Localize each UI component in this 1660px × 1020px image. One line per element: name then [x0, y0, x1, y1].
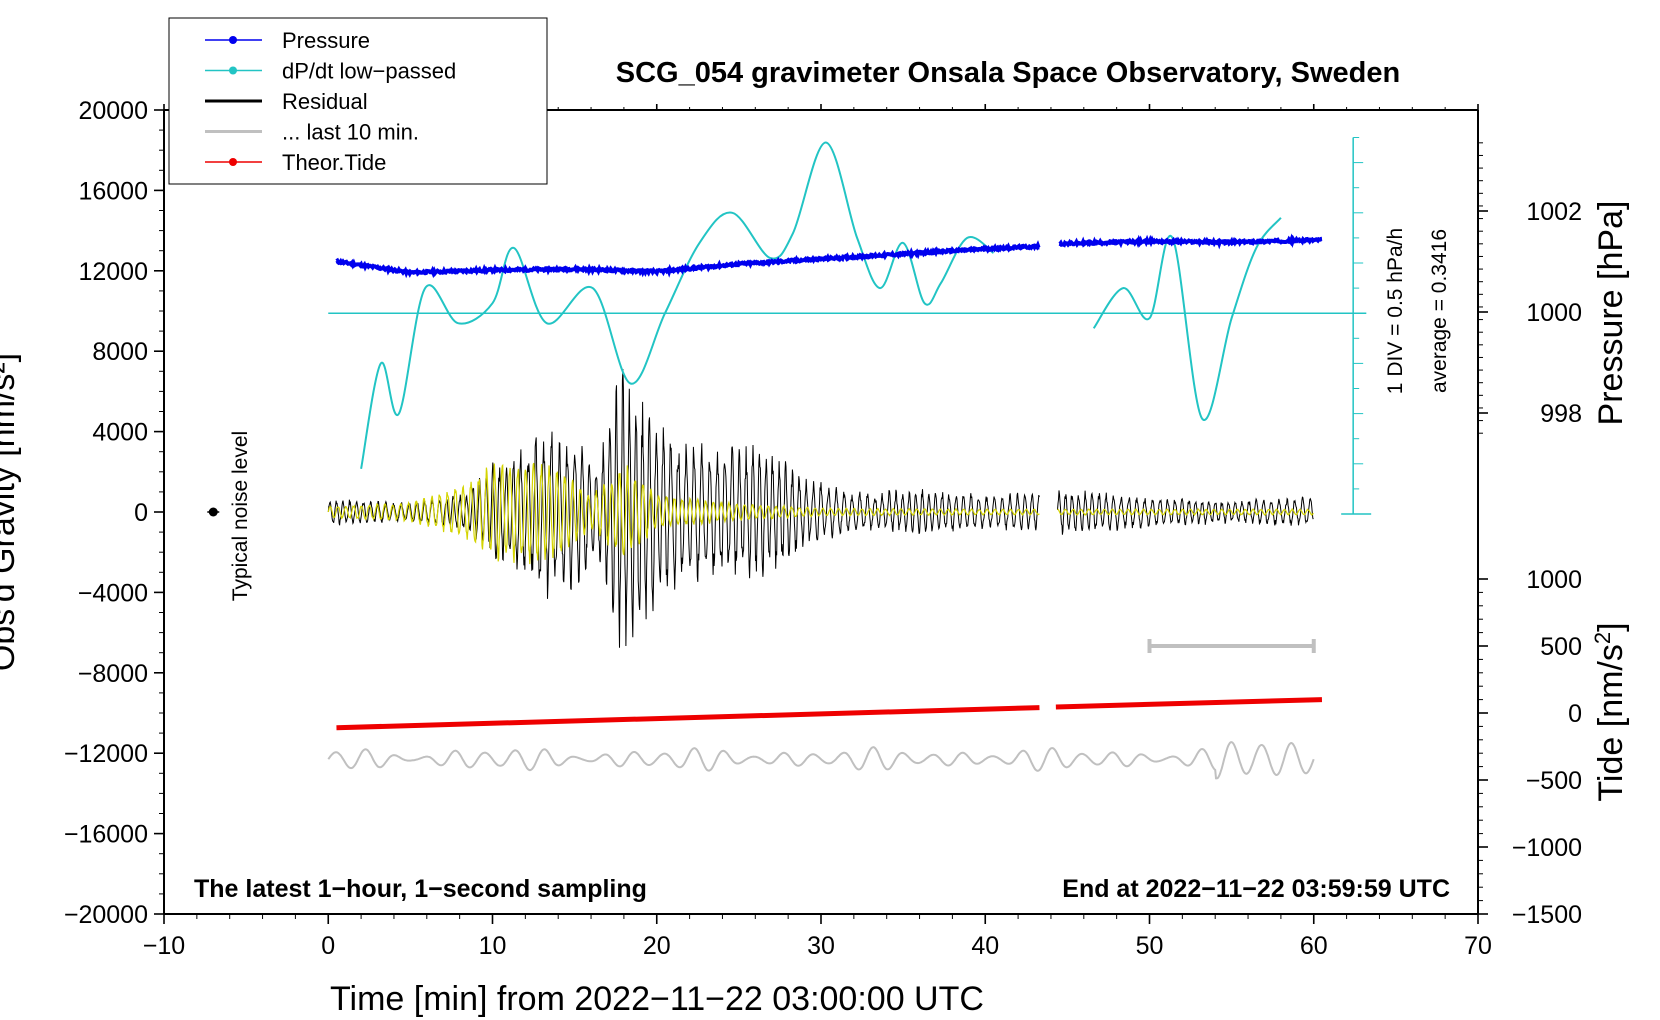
legend-marker	[229, 158, 237, 166]
y-tick-label-left: −16000	[64, 821, 148, 849]
y-tick-label-left: −8000	[78, 660, 148, 688]
pressure-tick-label: 1000	[1526, 299, 1582, 327]
tide-tick-label: −1500	[1512, 901, 1582, 929]
tide-label-superscript: 2	[1590, 632, 1615, 644]
pressure-tick-label: 998	[1540, 400, 1582, 428]
y-tick-label-left: −20000	[64, 901, 148, 929]
x-tick-label: 50	[1136, 932, 1164, 960]
legend-marker	[229, 36, 237, 44]
y-tick-label-left: 0	[134, 499, 148, 527]
noise-level-point	[208, 507, 218, 517]
y-tick-label-left: −12000	[64, 740, 148, 768]
legend-label: dP/dt low−passed	[282, 59, 456, 84]
pressure-line-segment	[1058, 233, 1323, 250]
y-tick-label-left: 12000	[78, 258, 148, 286]
series-layer	[327, 141, 1323, 780]
y-axis-label-pressure: Pressure [hPa]	[1592, 201, 1630, 426]
dpdt-scale-label: 1 DIV = 0.5 hPa/h	[1384, 228, 1407, 394]
tide-tick-label: 0	[1568, 700, 1582, 728]
filtered-band-segment	[1057, 507, 1314, 517]
x-tick-label: 40	[971, 932, 999, 960]
residual-line-segment	[1057, 490, 1314, 535]
y-axis-label-left: Obs'd Gravity [nm/s²]	[0, 353, 22, 671]
y-tick-label-left: −4000	[78, 579, 148, 607]
pressure-tick-label: 1002	[1526, 198, 1582, 226]
filtered-band-segment	[327, 462, 1040, 565]
x-tick-label: 10	[479, 932, 507, 960]
y-tick-label-left: 16000	[78, 177, 148, 205]
tide-tick-label: −1000	[1512, 834, 1582, 862]
tide-tick-label: 500	[1540, 633, 1582, 661]
tide-tick-label: 1000	[1526, 566, 1582, 594]
dpdt-line-segment	[360, 141, 995, 469]
legend-label: ... last 10 min.	[282, 120, 419, 145]
y-tick-label-left: 20000	[78, 97, 148, 125]
y-tick-label-left: 4000	[92, 419, 148, 447]
legend-marker	[229, 66, 237, 75]
x-tick-label: −10	[143, 932, 185, 960]
x-tick-label: 20	[643, 932, 671, 960]
dpdt-average-label: average = 0.3416	[1428, 229, 1451, 393]
x-axis-label: Time [min] from 2022−11−22 03:00:00 UTC	[330, 980, 984, 1018]
tide-tick-label: −500	[1526, 767, 1582, 795]
reference-lines	[207, 137, 1372, 653]
axis-ticks: −10 0 10 20 30 40 50 60 70 20000 16000 12000 8000 400…	[64, 97, 1582, 960]
x-tick-label: 60	[1300, 932, 1328, 960]
tide-label-main: Tide [nm/s	[1592, 644, 1630, 801]
dpdt-line-segment	[1092, 217, 1282, 421]
y-tick-label-left: 8000	[92, 338, 148, 366]
legend-items: Pressure dP/dt low−passed Residual ... last…	[205, 28, 456, 175]
legend-label: Residual	[282, 89, 368, 114]
end-time-note: End at 2022−11−22 03:59:59 UTC	[1062, 875, 1450, 903]
tide-label-end: ]	[1592, 622, 1630, 631]
tide-line-segment	[336, 705, 1040, 731]
y-axis-label-tide: Tide [nm/s2]	[1590, 622, 1631, 801]
legend-label: Theor.Tide	[282, 150, 386, 175]
x-tick-label: 70	[1464, 932, 1492, 960]
last10-residual-line	[327, 741, 1315, 780]
sampling-note: The latest 1−hour, 1−second sampling	[194, 875, 647, 903]
pressure-line-segment	[335, 240, 1041, 279]
chart-title: SCG_054 gravimeter Onsala Space Observat…	[616, 57, 1400, 89]
x-tick-label: 30	[807, 932, 835, 960]
noise-level-label: Typical noise level	[229, 431, 252, 601]
legend-label: Pressure	[282, 28, 370, 53]
legend: Pressure dP/dt low−passed Residual ... last…	[168, 17, 548, 185]
tide-line-segment	[1055, 697, 1323, 710]
x-tick-label: 0	[321, 932, 335, 960]
